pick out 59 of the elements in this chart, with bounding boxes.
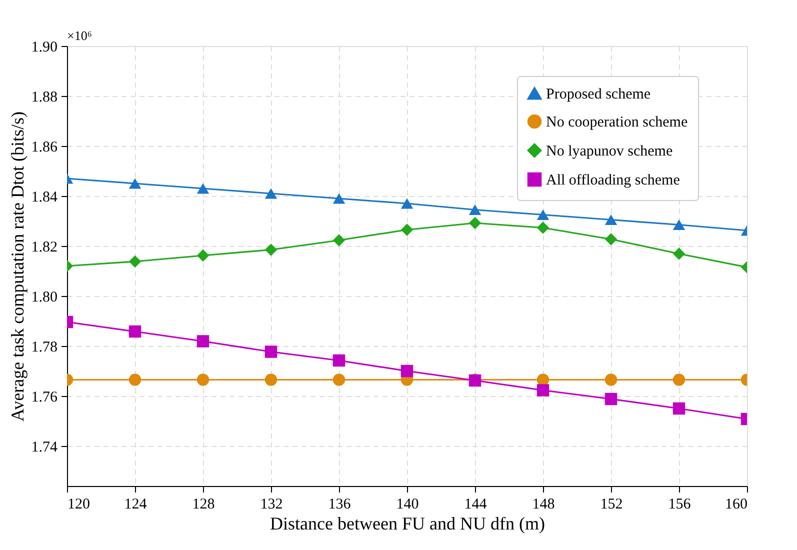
x-tick-label: 120: [68, 496, 90, 512]
point: [400, 198, 414, 209]
x-tick-label: 156: [668, 496, 692, 512]
y-tick-label: 1.82: [31, 240, 58, 256]
point: [400, 224, 414, 236]
point: [536, 222, 550, 234]
x-tick-label: 152: [600, 496, 623, 512]
point: [332, 374, 346, 386]
point: [332, 234, 346, 246]
y-tick-label: 1.86: [31, 140, 58, 156]
legend-label: All offloading scheme: [546, 172, 680, 188]
x-axis-title: Distance between FU and NU dfn (m): [270, 514, 545, 534]
point: [468, 216, 482, 230]
x-tick-label: 124: [124, 496, 148, 512]
y-tick-label: 1.76: [31, 390, 58, 406]
point: [672, 248, 686, 260]
y-axis-title: Average task computation rate Dtot (bits/s): [7, 111, 28, 422]
y-tick-label: 1.74: [31, 440, 58, 456]
point: [536, 384, 550, 396]
point: [672, 374, 686, 386]
point: [196, 374, 210, 386]
point: [264, 244, 278, 256]
point: [196, 335, 210, 348]
y-tick-label: 1.78: [31, 340, 58, 356]
point: [672, 219, 686, 230]
point: [672, 402, 686, 415]
point: [332, 354, 346, 367]
y-tick-label: 1.88: [31, 90, 58, 106]
point: [604, 233, 618, 246]
x-tick-label: 132: [260, 496, 283, 512]
x-tick-label: 148: [532, 496, 555, 512]
x-tick-label: 136: [328, 496, 352, 512]
y-tick-label: 1.84: [31, 190, 58, 206]
point: [604, 214, 618, 226]
point: [604, 374, 618, 386]
point: [400, 364, 414, 378]
point: [196, 183, 210, 194]
point: [536, 209, 550, 220]
point: [604, 392, 618, 406]
point: [264, 188, 278, 199]
point: [264, 346, 278, 358]
x-tick-label: 144: [464, 496, 488, 512]
point: [196, 249, 210, 262]
x-tick-label: 160: [725, 496, 748, 512]
legend-label: No cooperation scheme: [546, 114, 688, 130]
y-tick-label: 1.90: [31, 40, 58, 56]
point: [128, 374, 142, 386]
point: [128, 178, 142, 189]
point: [264, 374, 278, 386]
legend-label: No lyapunov scheme: [546, 144, 673, 160]
point: [468, 204, 482, 216]
text: ×10⁶: [67, 28, 92, 43]
x-tick-label: 140: [396, 496, 419, 512]
point: [128, 255, 142, 268]
y-tick-label: 1.80: [31, 290, 58, 306]
point: [332, 193, 346, 204]
x-tick-label: 128: [192, 496, 215, 512]
legend-label: Proposed scheme: [546, 86, 651, 102]
point: [128, 325, 142, 338]
